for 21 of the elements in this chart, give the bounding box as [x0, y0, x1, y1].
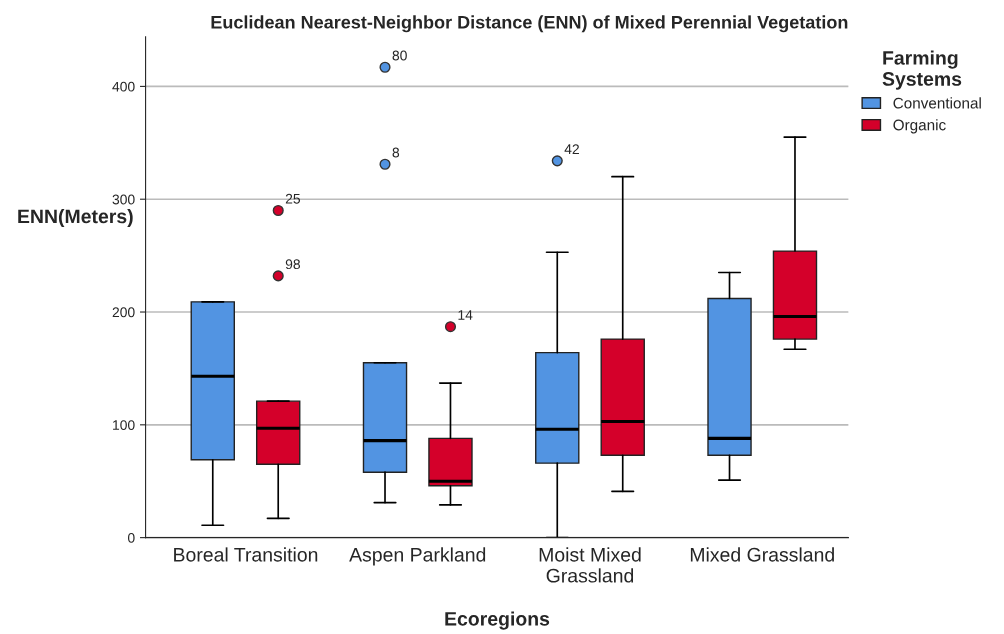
- legend-label: Conventional: [893, 97, 981, 109]
- x-tick-label: Moist Mixed Grassland: [539, 547, 641, 583]
- y-tick-label: 200: [112, 307, 135, 318]
- y-tick-label: 100: [113, 420, 135, 430]
- y-tick-label: 300: [112, 194, 135, 205]
- x-axis-title: Ecoregions: [445, 611, 550, 630]
- y-axis-title: ENN(Meters): [18, 208, 133, 228]
- y-tick-label: 400: [112, 81, 135, 92]
- x-tick-label: Boreal Transition: [174, 547, 318, 562]
- annotation: 42: [564, 144, 579, 154]
- x-tick-label: Mixed Grassland: [690, 547, 834, 562]
- annotation: 8: [392, 147, 400, 158]
- x-tick-label: Aspen Parkland: [349, 547, 486, 566]
- chart-title: Euclidean Nearest-Neighbor Distance (ENN) of Mixed Perennial Vegetation: [211, 15, 848, 33]
- annotation: 80: [392, 50, 407, 61]
- legend-title: Farming Systems: [882, 50, 962, 90]
- annotation: 25: [285, 193, 301, 204]
- annotation: 98: [285, 259, 301, 270]
- annotation: 14: [458, 310, 473, 320]
- y-tick-label: 0: [127, 532, 135, 543]
- legend-label: Organic: [893, 119, 946, 134]
